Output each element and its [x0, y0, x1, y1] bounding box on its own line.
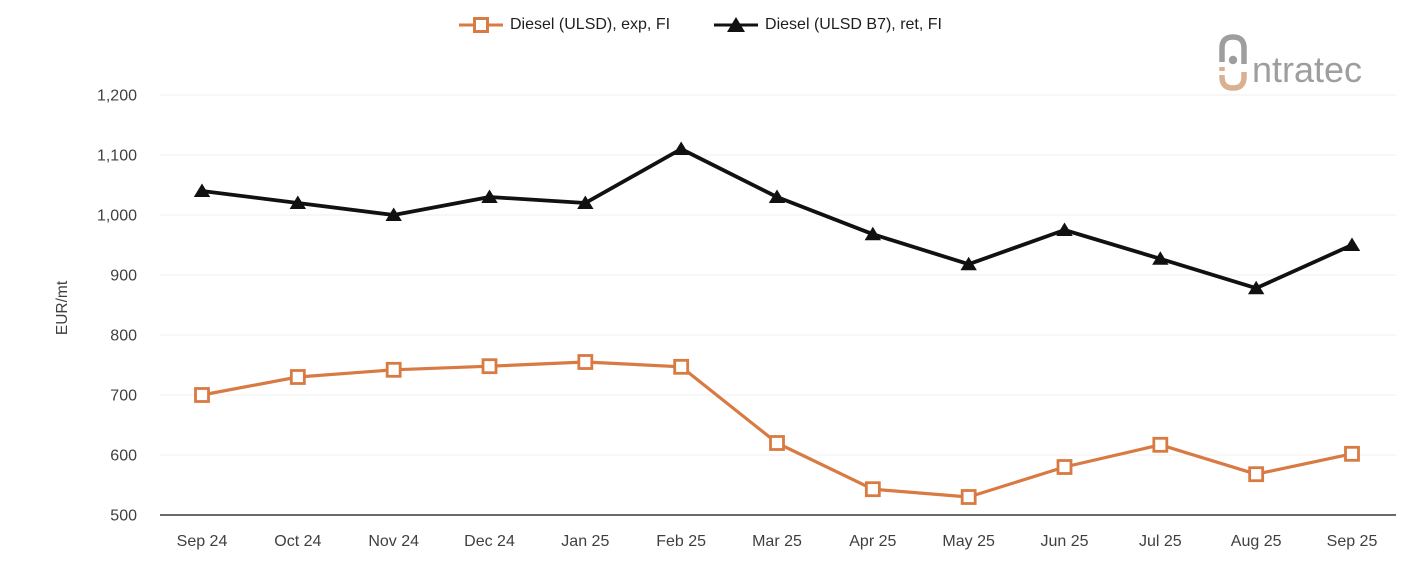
x-tick-label: Nov 24 [368, 533, 419, 550]
x-tick-label: Feb 25 [656, 533, 706, 550]
data-point-square-marker[interactable] [769, 435, 785, 451]
x-tick-label: Apr 25 [849, 533, 896, 550]
intratec-logo-text: ntratec [1252, 49, 1362, 90]
data-point-square-marker[interactable] [577, 354, 594, 370]
legend-triangle-marker-icon [714, 17, 759, 32]
x-tick-label: Aug 25 [1231, 533, 1282, 550]
legend-label-diesel-ret: Diesel (ULSD B7), ret, FI [765, 16, 942, 33]
x-tick-label: Dec 24 [464, 533, 515, 550]
legend-square-glyph [473, 17, 489, 33]
data-point-square-marker[interactable] [289, 369, 306, 385]
data-point-triangle-marker[interactable] [864, 226, 882, 241]
data-point-square-marker[interactable] [1248, 466, 1265, 483]
x-tick-label: Jun 25 [1040, 533, 1088, 550]
data-point-triangle-marker[interactable] [193, 183, 211, 198]
y-tick-label: 900 [110, 268, 137, 285]
y-tick-label: 1,200 [97, 88, 137, 105]
data-point-triangle-marker[interactable] [768, 189, 786, 204]
y-tick-label: 1,100 [97, 148, 137, 165]
data-point-square-marker[interactable] [1056, 459, 1073, 475]
data-point-triangle-marker[interactable] [481, 189, 498, 204]
y-tick-label: 1,000 [97, 208, 137, 225]
legend-item-diesel-exp[interactable]: Diesel (ULSD), exp, FI [459, 16, 670, 34]
data-point-triangle-marker[interactable] [1343, 237, 1361, 252]
data-point-triangle-marker[interactable] [577, 195, 594, 210]
data-point-square-marker[interactable] [864, 481, 881, 498]
data-point-triangle-marker[interactable] [960, 256, 977, 271]
x-tick-label: Mar 25 [752, 533, 802, 550]
data-point-triangle-marker[interactable] [385, 207, 402, 222]
y-tick-label: 500 [110, 508, 137, 525]
data-point-square-marker[interactable] [481, 358, 498, 375]
legend-square-marker-icon [459, 17, 503, 33]
data-point-triangle-marker[interactable] [289, 195, 307, 210]
data-point-triangle-marker[interactable] [1247, 280, 1265, 295]
data-point-square-marker[interactable] [194, 387, 210, 403]
legend-item-diesel-ret[interactable]: Diesel (ULSD B7), ret, FI [714, 16, 942, 34]
data-point-square-marker[interactable] [1344, 445, 1360, 462]
x-tick-label: Oct 24 [274, 533, 321, 550]
y-tick-label: 700 [110, 388, 137, 405]
x-tick-label: May 25 [942, 533, 995, 550]
data-point-square-marker[interactable] [385, 361, 402, 378]
data-point-square-marker[interactable] [960, 489, 977, 505]
x-tick-label: Jan 25 [561, 533, 609, 550]
data-point-square-marker[interactable] [673, 358, 690, 375]
x-tick-label: Jul 25 [1139, 533, 1182, 550]
y-tick-label: 600 [110, 448, 137, 465]
data-point-triangle-marker[interactable] [1152, 251, 1169, 265]
intratec-logo: ntratec [1212, 30, 1384, 94]
legend-triangle-glyph [727, 17, 746, 32]
intratec-logo-mark-icon: ntratec [1219, 34, 1362, 91]
data-point-square-marker[interactable] [1152, 436, 1169, 453]
x-tick-label: Sep 24 [177, 533, 228, 550]
x-tick-label: Sep 25 [1327, 533, 1378, 550]
series-line-1 [201, 147, 1353, 291]
data-point-triangle-marker[interactable] [1056, 222, 1073, 237]
y-tick-label: 800 [110, 328, 137, 345]
data-point-triangle-marker[interactable] [672, 141, 690, 156]
series-line-0 [201, 360, 1353, 499]
y-axis-title: EUR/mt [54, 280, 71, 335]
chart-legend: Diesel (ULSD), exp, FI Diesel (ULSD B7),… [0, 16, 1401, 34]
legend-label-diesel-exp: Diesel (ULSD), exp, FI [510, 16, 671, 33]
